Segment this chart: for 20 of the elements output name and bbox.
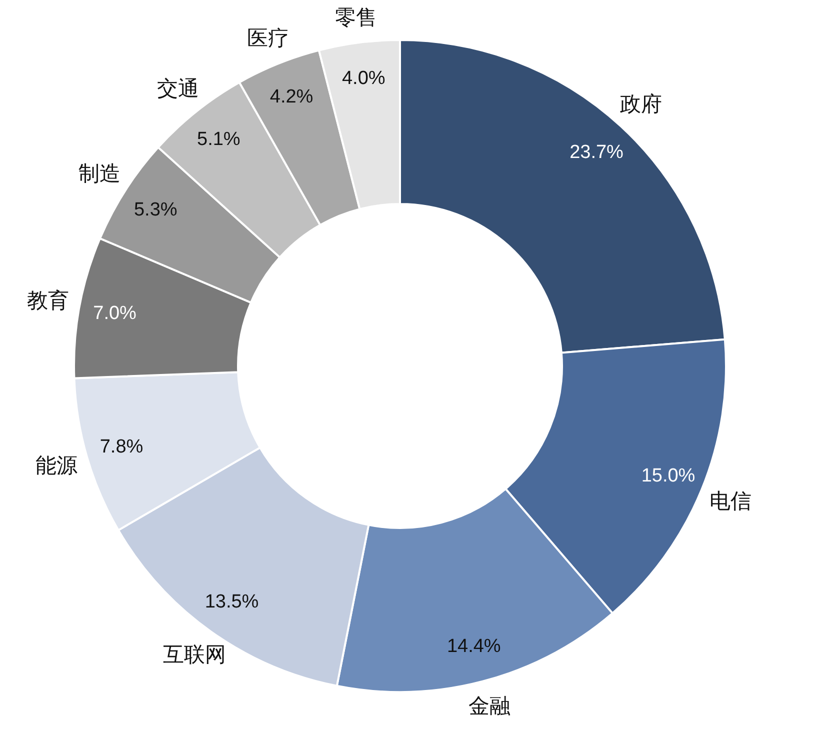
slice-label: 交通 [157,77,200,100]
data-label: 4.0% [342,68,386,89]
data-label: 23.7% [570,142,624,164]
data-label: 7.0% [93,302,137,324]
data-label: 14.4% [446,636,501,657]
slice-label: 金融 [468,694,511,718]
data-label: 7.8% [100,436,144,458]
slice-label: 制造 [78,162,120,186]
data-label: 5.1% [197,129,240,150]
slice-label: 电信 [710,490,752,514]
data-label: 13.5% [204,592,259,613]
slice-label: 能源 [36,454,78,478]
data-label: 5.3% [134,199,178,220]
data-label: 4.2% [270,86,314,108]
slice-label: 零售 [335,6,378,30]
slice-label: 互联网 [162,643,226,666]
slice-label: 医疗 [246,27,289,50]
data-label: 15.0% [641,466,696,487]
slice-label: 教育 [27,288,70,313]
slice-label: 政府 [620,93,662,116]
